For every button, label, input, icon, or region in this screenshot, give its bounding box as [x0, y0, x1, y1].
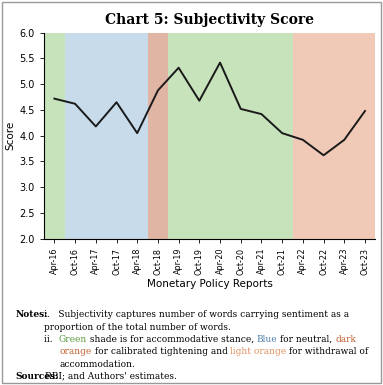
- Text: light orange: light orange: [230, 347, 286, 356]
- Text: shade is for accommodative stance,: shade is for accommodative stance,: [87, 335, 257, 344]
- Text: for calibrated tightening and: for calibrated tightening and: [92, 347, 230, 356]
- Text: dark: dark: [335, 335, 356, 344]
- Text: for neutral,: for neutral,: [277, 335, 335, 344]
- X-axis label: Monetary Policy Reports: Monetary Policy Reports: [147, 279, 273, 289]
- Text: Notes:: Notes:: [15, 310, 48, 319]
- Text: orange: orange: [59, 347, 92, 356]
- Text: proportion of the total number of words.: proportion of the total number of words.: [44, 323, 231, 331]
- Text: ii.: ii.: [44, 335, 59, 344]
- Text: accommodation.: accommodation.: [59, 360, 135, 368]
- Bar: [168, 33, 293, 239]
- Text: for withdrawal of: for withdrawal of: [286, 347, 368, 356]
- Title: Chart 5: Subjectivity Score: Chart 5: Subjectivity Score: [105, 13, 314, 27]
- Bar: [65, 33, 147, 239]
- Text: Blue: Blue: [257, 335, 277, 344]
- Y-axis label: Score: Score: [5, 121, 15, 150]
- Text: Sources:: Sources:: [15, 372, 59, 381]
- Bar: [293, 33, 375, 239]
- Text: i.   Subjectivity captures number of words carrying sentiment as a: i. Subjectivity captures number of words…: [44, 310, 349, 319]
- Bar: [147, 33, 168, 239]
- Text: RBI; and Authors' estimates.: RBI; and Authors' estimates.: [45, 372, 177, 381]
- Bar: [44, 33, 65, 239]
- Text: ii.: ii.: [44, 335, 59, 344]
- Text: Green: Green: [59, 335, 87, 344]
